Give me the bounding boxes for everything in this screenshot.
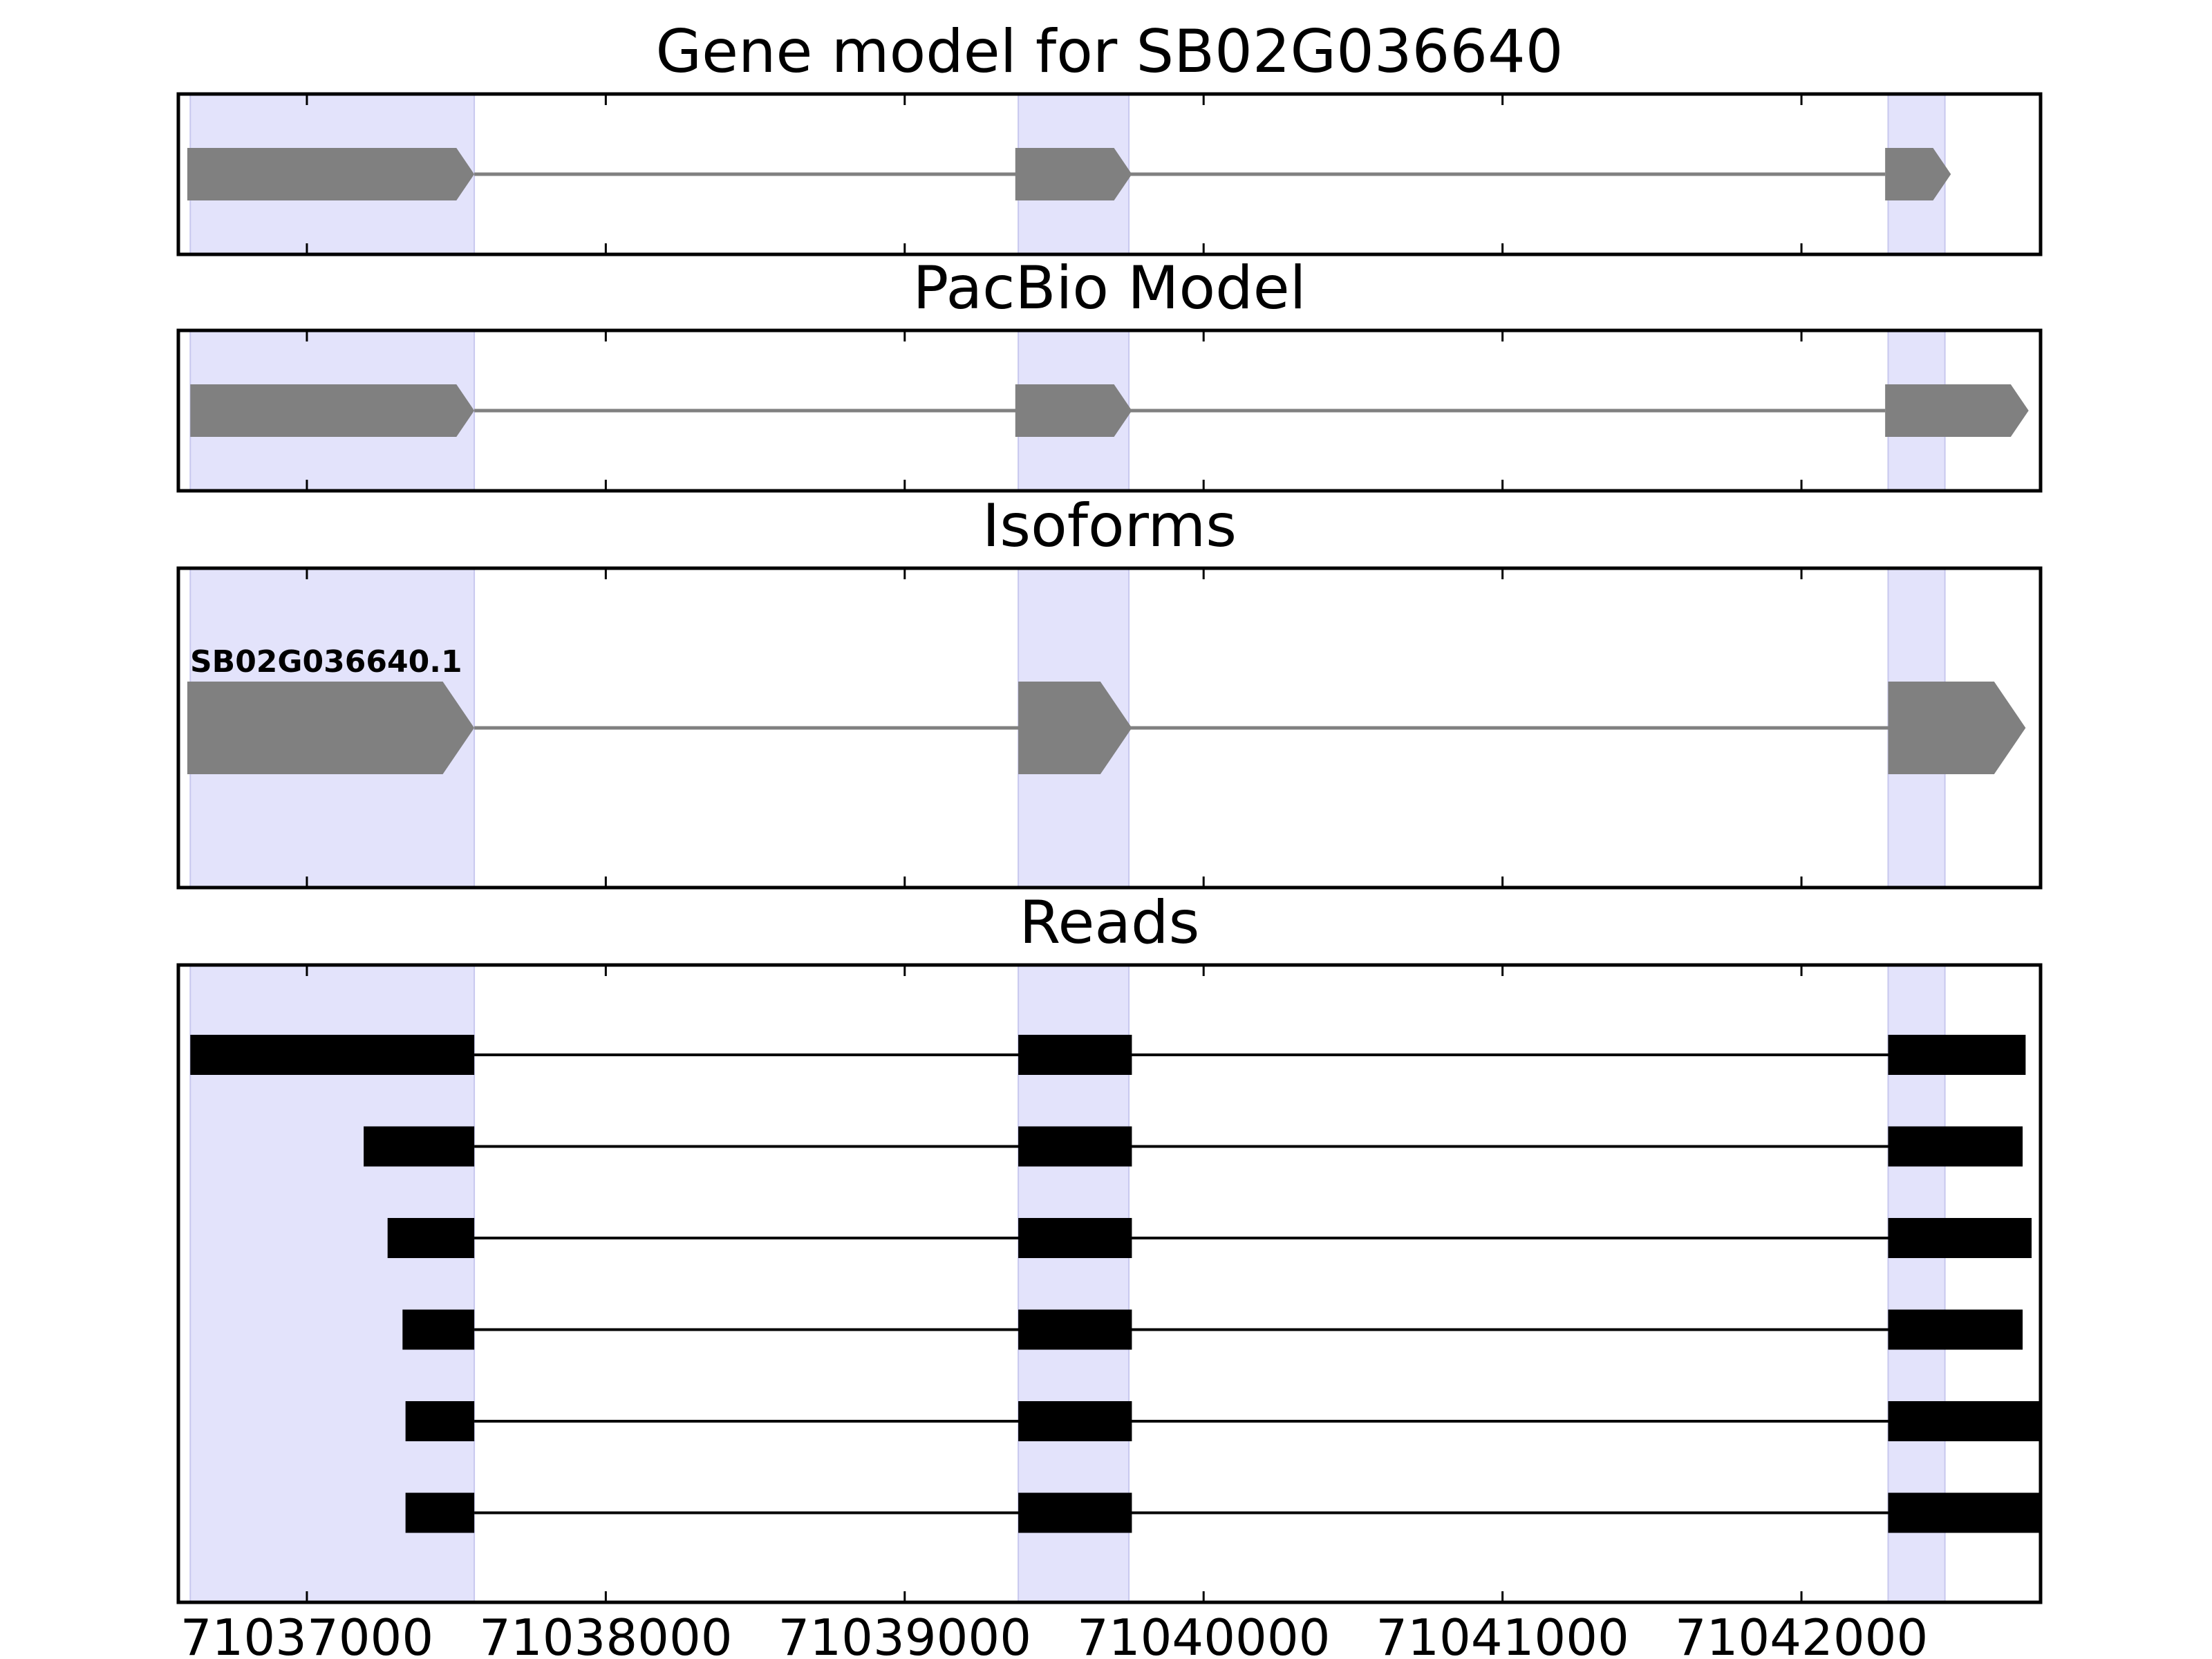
exon-block	[1888, 1035, 2026, 1075]
panels-group: Gene model for SB02G036640 PacBio Model Is…	[176, 17, 2043, 1604]
exon-block	[387, 1218, 475, 1258]
panel-frame	[176, 328, 2043, 493]
exon-block	[1018, 1309, 1132, 1350]
panel-0: Gene model for SB02G036640	[176, 17, 2043, 256]
exon-block	[1018, 1218, 1132, 1258]
exon-block	[405, 1492, 475, 1533]
exon-arrow	[187, 682, 475, 774]
exon-arrow	[1015, 148, 1132, 200]
read-track	[402, 1309, 2023, 1350]
exon-block	[1018, 1126, 1132, 1167]
exon-block	[1888, 1309, 2023, 1350]
panel-title: Gene model for SB02G036640	[656, 17, 1564, 86]
panel-frame	[176, 566, 2043, 890]
exon-arrow	[1885, 148, 1951, 200]
exon-block	[364, 1126, 475, 1167]
read-track	[405, 1492, 2041, 1533]
panel-frame	[176, 92, 2043, 256]
read-track	[387, 1218, 2032, 1258]
x-tick-label: 71037000	[180, 1609, 433, 1659]
x-tick-label: 71039000	[778, 1609, 1031, 1659]
panel-2: Isoforms SB02G036640.1	[176, 491, 2043, 890]
panel-title: PacBio Model	[912, 254, 1306, 323]
exon-arrow	[1018, 682, 1132, 774]
panel-title: Reads	[1020, 888, 1200, 957]
exon-block	[1888, 1218, 2032, 1258]
read-track	[405, 1401, 2041, 1441]
transcript-track: SB02G036640.1	[187, 644, 2026, 774]
x-tick-label: 71038000	[479, 1609, 732, 1659]
x-tick-label: 71041000	[1376, 1609, 1629, 1659]
exon-arrow	[190, 384, 475, 437]
panel-frame	[176, 963, 2043, 1604]
read-track	[190, 1035, 2026, 1075]
panel-1: PacBio Model	[176, 254, 2043, 493]
exon-arrow	[187, 148, 475, 200]
exon-block	[402, 1309, 475, 1350]
exon-block	[405, 1401, 475, 1441]
read-track	[364, 1126, 2023, 1167]
exon-block	[1018, 1401, 1132, 1441]
panel-3: Reads	[176, 888, 2043, 1604]
exon-block	[1888, 1492, 2041, 1533]
exon-arrow	[1015, 384, 1132, 437]
exon-arrow	[1888, 682, 2026, 774]
exon-block	[1018, 1035, 1132, 1075]
x-tick-label: 71040000	[1077, 1609, 1330, 1659]
x-axis: 71037000 71038000 71039000 71040000 71041000…	[180, 1609, 1929, 1659]
isoform-label: SB02G036640.1	[190, 644, 462, 679]
exon-block	[1018, 1492, 1132, 1533]
transcript-track	[190, 384, 2029, 437]
exon-block	[190, 1035, 475, 1075]
panel-title: Isoforms	[982, 491, 1237, 561]
transcript-track	[187, 148, 1951, 200]
x-tick-label: 71042000	[1675, 1609, 1928, 1659]
exon-block	[1888, 1401, 2041, 1441]
exon-block	[1888, 1126, 2023, 1167]
exon-arrow	[1885, 384, 2029, 437]
